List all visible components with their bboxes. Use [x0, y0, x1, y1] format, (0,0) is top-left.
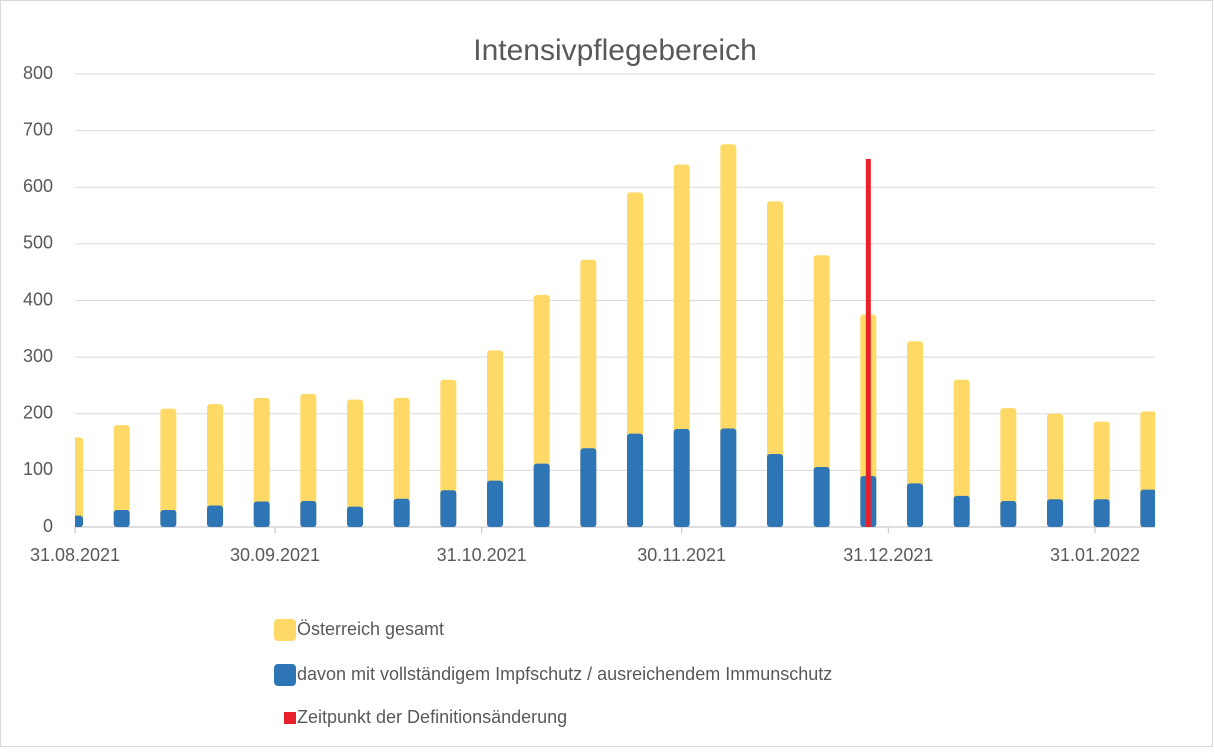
bar — [1140, 489, 1155, 527]
y-tick-label: 400 — [23, 289, 53, 309]
bar — [627, 433, 643, 527]
bar — [767, 453, 783, 527]
bar — [113, 425, 130, 527]
x-tick-label: 31.08.2021 — [30, 545, 120, 565]
bar — [487, 480, 503, 527]
bar — [1093, 499, 1110, 527]
bar — [720, 428, 737, 527]
bar — [347, 506, 363, 527]
bar — [1000, 408, 1017, 527]
x-tick-label: 31.10.2021 — [437, 545, 527, 565]
y-tick-label: 800 — [23, 63, 53, 83]
bar — [953, 379, 970, 527]
chart-title: Intensivpflegebereich — [473, 34, 757, 67]
y-tick-label: 600 — [23, 176, 53, 196]
legend-swatch — [274, 664, 296, 686]
bar — [393, 498, 410, 527]
bar — [440, 490, 457, 527]
bar — [160, 408, 177, 527]
legend-label: Österreich gesamt — [297, 619, 444, 639]
y-tick-label: 0 — [43, 516, 53, 536]
legend-swatch — [274, 619, 296, 641]
y-tick-label: 700 — [23, 119, 53, 139]
bar — [953, 495, 970, 527]
bar — [75, 515, 83, 527]
bar — [300, 393, 317, 527]
bar — [673, 429, 690, 527]
x-tick-label: 31.12.2021 — [843, 545, 933, 565]
bar — [253, 501, 270, 527]
bar — [75, 437, 83, 527]
bar — [907, 341, 923, 527]
bar — [813, 466, 830, 527]
y-tick-label: 300 — [23, 346, 53, 366]
bar — [160, 510, 177, 527]
legend-swatch — [284, 712, 296, 724]
y-tick-label: 500 — [23, 233, 53, 253]
bar — [300, 500, 317, 527]
bar — [907, 483, 923, 527]
bar — [1047, 499, 1063, 527]
bar — [813, 255, 830, 527]
legend-label: Zeitpunkt der Definitionsänderung — [297, 707, 567, 727]
x-tick-label: 30.11.2021 — [637, 545, 726, 565]
bar — [347, 399, 363, 527]
x-tick-label: 31.01.2022 — [1050, 545, 1140, 565]
bar — [113, 510, 130, 527]
y-tick-label: 200 — [23, 403, 53, 423]
x-tick-label: 30.09.2021 — [230, 545, 320, 565]
legend-label: davon mit vollständigem Impfschutz / aus… — [297, 664, 832, 684]
bar — [1000, 500, 1017, 527]
bar — [207, 404, 223, 527]
plot-area — [75, 144, 1155, 527]
y-tick-label: 100 — [23, 459, 53, 479]
bar — [253, 397, 270, 527]
bar — [767, 201, 783, 527]
bar — [1047, 413, 1063, 527]
bar — [580, 448, 597, 527]
bar — [207, 505, 223, 527]
bar — [393, 397, 410, 527]
bar — [533, 463, 550, 527]
